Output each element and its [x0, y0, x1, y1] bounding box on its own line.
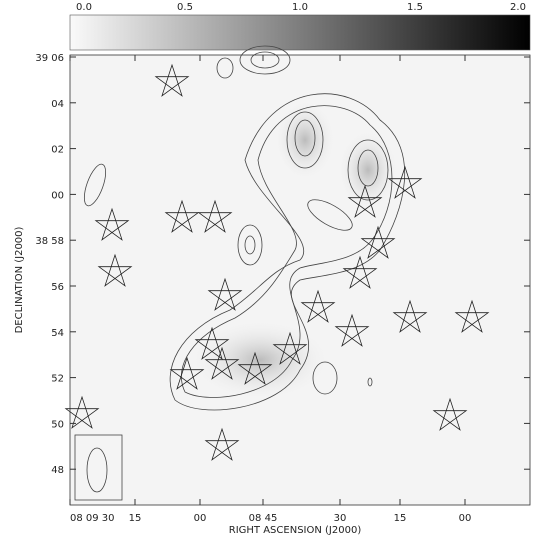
source-star	[334, 313, 370, 347]
source-star	[154, 63, 190, 97]
colorbar-ticks: 0.0 0.5 1.0 1.5 2.0	[76, 2, 526, 13]
x-tick-label: 00	[194, 513, 207, 524]
x-tick-label: 15	[394, 513, 407, 524]
y-tick-label: 00	[51, 190, 64, 201]
colorbar-tick-label: 1.5	[407, 2, 423, 13]
colorbar-tick-label: 0.5	[177, 2, 193, 13]
colorbar	[69, 14, 531, 51]
x-axis-title: RIGHT ASCENSION (J2000)	[229, 525, 362, 536]
source-star	[342, 255, 378, 289]
beam-box	[74, 434, 123, 501]
colorbar-tick-label: 1.0	[292, 2, 308, 13]
source-star	[360, 225, 396, 259]
y-tick-label: 04	[51, 99, 64, 110]
source-star	[204, 427, 240, 461]
source-star	[387, 165, 423, 199]
y-ticks: 39 06 04 02 00 38 58 56 54 52 50 48	[35, 53, 530, 476]
y-tick-label: 39 06	[35, 53, 64, 64]
y-tick-label: 48	[51, 465, 64, 476]
y-axis-title: DECLINATION (J2000)	[14, 226, 25, 333]
contours	[83, 45, 406, 411]
x-ticks: 08 09 30 15 00 08 45 30 15 00	[69, 55, 472, 524]
sources	[64, 63, 490, 461]
source-star	[272, 331, 308, 365]
x-tick-label: 08 09 30	[70, 513, 115, 524]
source-star	[300, 289, 336, 323]
source-star	[94, 207, 130, 241]
colorbar-tick-label: 0.0	[76, 2, 92, 13]
source-star	[164, 199, 200, 233]
y-tick-label: 54	[51, 328, 64, 339]
x-tick-label: 00	[459, 513, 472, 524]
source-star	[207, 277, 243, 311]
y-tick-label: 02	[51, 145, 64, 156]
source-star	[204, 346, 240, 380]
y-tick-label: 50	[51, 419, 64, 430]
colorbar-tick-label: 2.0	[510, 2, 526, 13]
y-tick-label: 56	[51, 282, 64, 293]
source-star	[64, 395, 100, 429]
x-tick-label: 30	[334, 513, 347, 524]
y-tick-label: 52	[51, 374, 64, 385]
source-star	[347, 184, 383, 218]
beam	[86, 447, 108, 493]
source-star	[97, 253, 133, 287]
source-star	[432, 397, 468, 431]
y-tick-label: 38 58	[35, 236, 64, 247]
source-star	[392, 299, 428, 333]
source-star	[169, 356, 205, 390]
x-tick-label: 15	[129, 513, 142, 524]
source-star	[454, 299, 490, 333]
x-tick-label: 08 45	[249, 513, 278, 524]
source-star	[197, 199, 233, 233]
source-star	[237, 351, 273, 385]
